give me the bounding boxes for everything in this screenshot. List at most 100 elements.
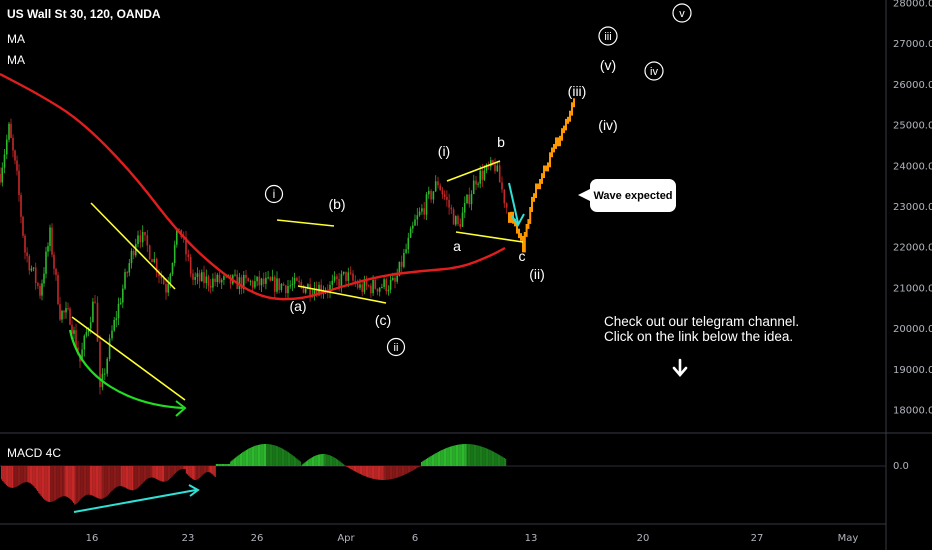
candle-body: [394, 277, 396, 282]
macd-bar: [477, 445, 479, 466]
macd-bar: [418, 466, 420, 467]
macd-bar: [405, 466, 407, 474]
macd-bar: [457, 444, 459, 466]
macd-bar: [416, 466, 418, 469]
macd-bar: [89, 466, 91, 495]
macd-bar: [428, 457, 430, 466]
candle-body: [287, 286, 289, 294]
macd-bar: [230, 461, 232, 466]
candle-body: [37, 283, 39, 286]
candle-body: [249, 281, 252, 283]
symbol-title[interactable]: US Wall St 30, 120, OANDA: [7, 7, 161, 21]
macd-bar: [314, 456, 316, 466]
candle-body: [477, 183, 479, 185]
macd-bar: [149, 466, 151, 478]
x-tick-label: 6: [412, 533, 418, 544]
macd-bar: [441, 450, 443, 466]
macd-bar: [154, 466, 156, 479]
macd-bar: [140, 466, 142, 486]
candle-body: [85, 332, 88, 336]
macd-bar: [391, 466, 393, 480]
indicator-ma-1[interactable]: MA: [7, 32, 25, 46]
macd-bar: [398, 466, 400, 478]
indicator-ma-2[interactable]: MA: [7, 53, 25, 67]
macd-bar: [187, 466, 189, 475]
macd-bar: [99, 466, 101, 499]
macd-bar: [13, 466, 15, 488]
macd-bar: [308, 459, 310, 466]
macd-bar: [67, 466, 69, 498]
macd-bar: [139, 466, 141, 487]
macd-bar: [460, 444, 462, 466]
macd-bar: [289, 453, 291, 466]
macd-bar: [64, 466, 66, 497]
macd-bar: [51, 466, 53, 502]
macd-bar: [364, 466, 366, 477]
macd-bar: [406, 466, 408, 474]
candle-body: [274, 276, 276, 292]
macd-bar: [148, 466, 150, 478]
candle-body: [245, 275, 247, 279]
candle-body: [333, 276, 336, 281]
time-axis[interactable]: 16 23 26 Apr 6 13 20 27 May: [86, 533, 859, 544]
macd-bar: [349, 466, 351, 469]
candle-body: [498, 165, 501, 183]
projection-bar: [537, 183, 539, 190]
macd-bar: [503, 458, 505, 466]
candle-body: [47, 246, 49, 252]
macd-bar: [157, 466, 159, 480]
candle-body: [220, 279, 223, 283]
macd-bar: [395, 466, 397, 478]
macd-bar: [159, 466, 161, 481]
candle-body: [329, 284, 331, 292]
y-tick-label: 25000.0: [893, 121, 932, 132]
candle-body: [302, 285, 305, 293]
macd-bar: [121, 466, 123, 487]
macd-bar: [293, 456, 295, 466]
macd-bar: [489, 449, 491, 466]
candle-body: [128, 263, 131, 273]
candle-body: [49, 227, 51, 247]
macd-bar: [287, 452, 289, 466]
candle-body: [243, 275, 245, 289]
macd-bar: [61, 466, 63, 497]
candle-body: [83, 335, 86, 350]
macd-bar: [347, 466, 349, 468]
macd-bar: [63, 466, 65, 497]
macd-bar: [160, 466, 162, 482]
macd-bar: [283, 449, 285, 466]
macd-bar: [461, 444, 463, 466]
macd-bar: [141, 466, 143, 484]
wave-circle-iii: [598, 26, 618, 46]
macd-bar: [483, 447, 485, 466]
callout-text: Wave expected: [593, 189, 673, 202]
candle-body: [227, 274, 230, 276]
macd-bar: [59, 466, 61, 498]
wave-label-i: i: [273, 187, 276, 201]
macd-bar: [469, 444, 471, 466]
macd-indicator-label[interactable]: MACD 4C: [7, 446, 62, 460]
price-axis[interactable]: 18000.0 19000.0 20000.0 21000.0 22000.0 23000…: [893, 0, 932, 417]
macd-bar: [109, 466, 111, 494]
macd-bar: [403, 466, 405, 476]
candle-body: [282, 284, 285, 286]
candle-body: [205, 276, 208, 284]
wave-label-ii: ii: [394, 342, 399, 354]
macd-bar: [463, 444, 465, 466]
macd-bar: [227, 464, 229, 466]
y-tick-label: 18000.0: [893, 406, 932, 417]
projection-bar: [514, 218, 516, 227]
macd-bar: [4, 466, 6, 484]
macd-bar: [171, 466, 173, 477]
candle-body: [198, 273, 201, 282]
macd-bar: [485, 448, 487, 466]
wave-circle-ii: [386, 337, 406, 357]
macd-bar: [219, 464, 221, 466]
macd-bar: [307, 460, 309, 466]
candle-body: [61, 310, 63, 320]
candle-body: [22, 216, 24, 236]
macd-divergence-arrowhead: [188, 484, 200, 497]
candle-body: [6, 139, 8, 155]
macd-bar: [369, 466, 371, 478]
